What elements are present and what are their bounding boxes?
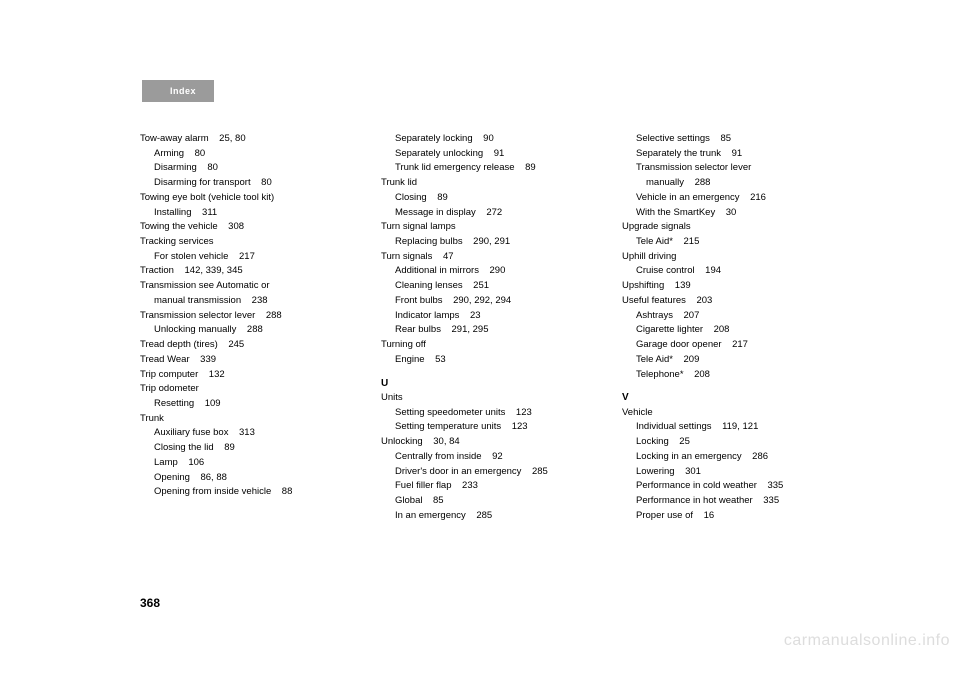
index-subentry: Fuel filler flap 233 (381, 479, 596, 494)
index-subentry: Auxiliary fuse box 313 (140, 426, 355, 441)
index-subentry: Cleaning lenses 251 (381, 279, 596, 294)
index-subentry: Trunk lid emergency release 89 (381, 161, 596, 176)
index-subentry: Front bulbs 290, 292, 294 (381, 294, 596, 309)
section-letter: U (381, 376, 596, 392)
index-subentry: Centrally from inside 92 (381, 450, 596, 465)
index-subentry: Closing 89 (381, 191, 596, 206)
index-entry: Trunk lid (381, 176, 596, 191)
section-header: Index (142, 80, 214, 102)
index-subentry: Installing 311 (140, 206, 355, 221)
index-subentry: Setting temperature units 123 (381, 420, 596, 435)
index-subentry: Arming 80 (140, 147, 355, 162)
index-subentry: manual transmission 238 (140, 294, 355, 309)
index-subentry: Locking 25 (622, 435, 837, 450)
index-entry: Upgrade signals (622, 220, 837, 235)
index-column-2: Separately locking 90Separately unlockin… (381, 132, 596, 523)
index-subentry: Opening from inside vehicle 88 (140, 485, 355, 500)
index-subentry: Message in display 272 (381, 206, 596, 221)
index-subentry: Lamp 106 (140, 456, 355, 471)
index-subentry: Disarming for transport 80 (140, 176, 355, 191)
index-subentry: Replacing bulbs 290, 291 (381, 235, 596, 250)
index-subentry: Rear bulbs 291, 295 (381, 323, 596, 338)
index-entry: Trip computer 132 (140, 368, 355, 383)
page-number: 368 (140, 596, 160, 610)
index-entry: Turning off (381, 338, 596, 353)
index-entry: Units (381, 391, 596, 406)
index-subentry: Closing the lid 89 (140, 441, 355, 456)
index-subentry: Additional in mirrors 290 (381, 264, 596, 279)
index-subentry: Global 85 (381, 494, 596, 509)
index-subentry: Driver's door in an emergency 285 (381, 465, 596, 480)
index-subentry: Proper use of 16 (622, 509, 837, 524)
index-subentry: Telephone* 208 (622, 368, 837, 383)
index-entry: Unlocking 30, 84 (381, 435, 596, 450)
index-subentry: Ashtrays 207 (622, 309, 837, 324)
index-subentry: Disarming 80 (140, 161, 355, 176)
index-columns: Tow-away alarm 25, 80Arming 80Disarming … (140, 132, 900, 523)
index-subentry: Separately unlocking 91 (381, 147, 596, 162)
index-subentry: Separately locking 90 (381, 132, 596, 147)
index-entry: Tracking services (140, 235, 355, 250)
index-subentry: Cruise control 194 (622, 264, 837, 279)
index-subentry: Locking in an emergency 286 (622, 450, 837, 465)
index-subentry: Transmission selector lever (622, 161, 837, 176)
section-letter: V (622, 390, 837, 406)
index-subentry: Indicator lamps 23 (381, 309, 596, 324)
index-entry: Trip odometer (140, 382, 355, 397)
index-subentry: Engine 53 (381, 353, 596, 368)
index-entry: Transmission see Automatic or (140, 279, 355, 294)
index-entry: Turn signal lamps (381, 220, 596, 235)
index-subentry: Performance in hot weather 335 (622, 494, 837, 509)
watermark: carmanualsonline.info (784, 632, 950, 650)
index-subentry: manually 288 (622, 176, 837, 191)
index-subentry: Performance in cold weather 335 (622, 479, 837, 494)
index-subentry: Setting speedometer units 123 (381, 406, 596, 421)
index-subentry: Lowering 301 (622, 465, 837, 480)
index-subentry: Unlocking manually 288 (140, 323, 355, 338)
index-subentry: Garage door opener 217 (622, 338, 837, 353)
index-entry: Vehicle (622, 406, 837, 421)
index-column-3: Selective settings 85Separately the trun… (622, 132, 837, 523)
index-entry: Trunk (140, 412, 355, 427)
index-entry: Upshifting 139 (622, 279, 837, 294)
index-subentry: Opening 86, 88 (140, 471, 355, 486)
index-subentry: With the SmartKey 30 (622, 206, 837, 221)
index-entry: Traction 142, 339, 345 (140, 264, 355, 279)
index-subentry: For stolen vehicle 217 (140, 250, 355, 265)
index-entry: Uphill driving (622, 250, 837, 265)
index-column-1: Tow-away alarm 25, 80Arming 80Disarming … (140, 132, 355, 523)
index-entry: Tread depth (tires) 245 (140, 338, 355, 353)
index-entry: Tow-away alarm 25, 80 (140, 132, 355, 147)
index-subentry: Separately the trunk 91 (622, 147, 837, 162)
index-entry: Useful features 203 (622, 294, 837, 309)
index-subentry: Cigarette lighter 208 (622, 323, 837, 338)
index-subentry: In an emergency 285 (381, 509, 596, 524)
index-entry: Tread Wear 339 (140, 353, 355, 368)
index-subentry: Resetting 109 (140, 397, 355, 412)
index-subentry: Tele Aid* 209 (622, 353, 837, 368)
index-page: Index Tow-away alarm 25, 80Arming 80Disa… (0, 0, 960, 523)
index-subentry: Tele Aid* 215 (622, 235, 837, 250)
index-subentry: Vehicle in an emergency 216 (622, 191, 837, 206)
index-entry: Towing the vehicle 308 (140, 220, 355, 235)
index-entry: Towing eye bolt (vehicle tool kit) (140, 191, 355, 206)
index-entry: Transmission selector lever 288 (140, 309, 355, 324)
index-subentry: Selective settings 85 (622, 132, 837, 147)
index-subentry: Individual settings 119, 121 (622, 420, 837, 435)
index-entry: Turn signals 47 (381, 250, 596, 265)
